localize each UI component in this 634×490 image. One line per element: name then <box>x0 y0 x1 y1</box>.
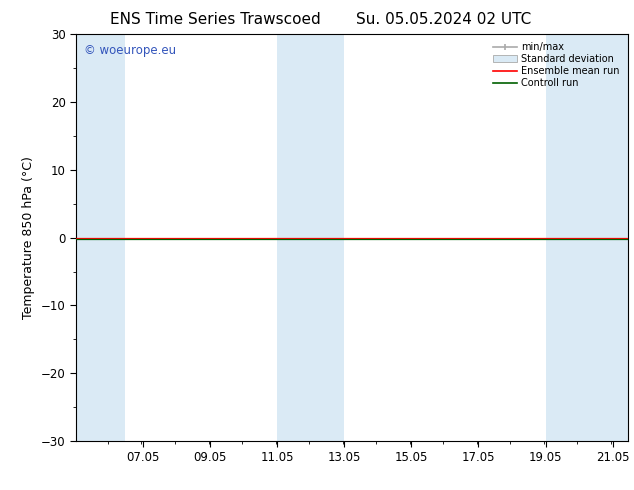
Legend: min/max, Standard deviation, Ensemble mean run, Controll run: min/max, Standard deviation, Ensemble me… <box>490 39 623 91</box>
Bar <box>76 34 125 441</box>
Text: ENS Time Series Trawscoed: ENS Time Series Trawscoed <box>110 12 321 27</box>
Bar <box>545 34 628 441</box>
Bar <box>277 34 344 441</box>
Text: Su. 05.05.2024 02 UTC: Su. 05.05.2024 02 UTC <box>356 12 531 27</box>
Y-axis label: Temperature 850 hPa (°C): Temperature 850 hPa (°C) <box>22 156 36 319</box>
Text: © woeurope.eu: © woeurope.eu <box>84 45 176 57</box>
